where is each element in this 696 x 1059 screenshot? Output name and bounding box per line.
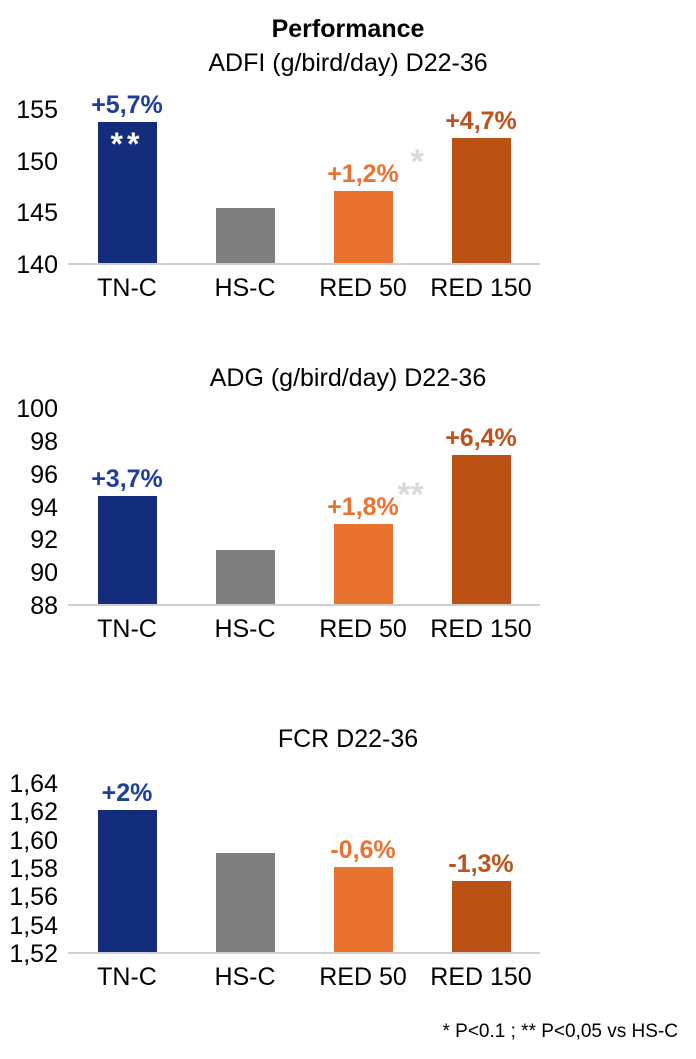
chart-title-adg: ADG (g/bird/day) D22-36 bbox=[209, 364, 487, 392]
delta-label: +4,7% bbox=[445, 106, 517, 135]
x-axis-labels: TN-C HS-C RED 50 RED 150 bbox=[68, 271, 540, 305]
x-category-label: RED 150 bbox=[430, 615, 532, 643]
y-tick-label: 1,56 bbox=[9, 883, 58, 912]
delta-label: -1,3% bbox=[448, 850, 514, 879]
y-tick-label: 145 bbox=[16, 199, 58, 228]
bar-slot bbox=[186, 549, 304, 604]
y-axis: 100 98 96 94 92 90 88 bbox=[0, 395, 68, 620]
bar-slot: +4,7% bbox=[422, 107, 540, 263]
chart-adg: ADG (g/bird/day) D22-36 100 98 96 94 92 90 88 … bbox=[0, 361, 696, 646]
bar bbox=[451, 454, 511, 604]
y-tick-label: 90 bbox=[30, 559, 58, 588]
y-tick-label: 96 bbox=[30, 460, 58, 489]
chart-title-fcr: FCR D22-36 bbox=[277, 725, 419, 753]
delta-label: +1,2% * bbox=[327, 142, 424, 188]
bar bbox=[333, 867, 393, 952]
significance-footnote: * P<0.1 ; ** P<0,05 vs HS-C bbox=[442, 1021, 678, 1042]
bar bbox=[97, 810, 157, 952]
bar-slot bbox=[186, 852, 304, 952]
chart-adfi: ADFI (g/bird/day) D22-36 155 150 145 140 +5… bbox=[0, 46, 696, 305]
y-tick-label: 155 bbox=[16, 96, 58, 124]
delta-label: +5,7% bbox=[91, 91, 163, 120]
x-category-label: HS-C bbox=[214, 615, 276, 643]
x-category-label: RED 50 bbox=[319, 274, 407, 302]
x-axis-labels: TN-C HS-C RED 50 RED 150 bbox=[68, 960, 540, 994]
bar-slot: -1,3% bbox=[422, 850, 540, 952]
chart-fcr: FCR D22-36 1,64 1,62 1,60 1,58 1,56 1,54 1,52 … bbox=[0, 722, 696, 994]
y-tick-label: 1,58 bbox=[9, 855, 58, 883]
bar-slot: +6,4% bbox=[422, 424, 540, 604]
bar bbox=[333, 523, 393, 604]
y-tick-label: 1,54 bbox=[9, 911, 58, 940]
y-tick-label: 1,62 bbox=[9, 798, 58, 827]
y-tick-label: 150 bbox=[16, 147, 58, 176]
x-category-label: HS-C bbox=[214, 274, 276, 302]
page-title: Performance bbox=[271, 15, 425, 43]
delta-label: +3,7% bbox=[91, 464, 163, 493]
bar bbox=[333, 190, 393, 263]
bar bbox=[215, 852, 275, 952]
y-tick-label: 88 bbox=[30, 592, 58, 620]
y-tick-label: 1,60 bbox=[9, 826, 58, 855]
delta-label: +1,8% ** bbox=[327, 475, 424, 521]
x-axis-labels: TN-C HS-C RED 50 RED 150 bbox=[68, 612, 540, 646]
x-category-label: TN-C bbox=[97, 615, 157, 643]
y-tick-label: 1,64 bbox=[9, 770, 58, 798]
x-category-label: RED 150 bbox=[430, 963, 532, 991]
bar bbox=[451, 137, 511, 263]
chart-body: 155 150 145 140 +5,7% ** +1,2% * +4,7% bbox=[0, 91, 696, 279]
y-axis: 155 150 145 140 bbox=[0, 96, 68, 279]
y-tick-label: 1,52 bbox=[9, 940, 58, 968]
x-category-label: TN-C bbox=[97, 963, 157, 991]
bar-slot: +2% bbox=[68, 779, 186, 952]
bar bbox=[215, 549, 275, 604]
significance-asterisk: * bbox=[410, 142, 424, 181]
y-axis: 1,64 1,62 1,60 1,58 1,56 1,54 1,52 bbox=[0, 770, 68, 968]
x-category-label: RED 50 bbox=[319, 615, 407, 643]
plot-area: +5,7% ** +1,2% * +4,7% bbox=[68, 91, 540, 265]
chart-body: 1,64 1,62 1,60 1,58 1,56 1,54 1,52 +2% -0,6% -1,… bbox=[0, 770, 696, 968]
x-category-label: TN-C bbox=[97, 274, 157, 302]
bar bbox=[451, 881, 511, 952]
plot-area: +2% -0,6% -1,3% bbox=[68, 779, 540, 954]
x-category-label: RED 50 bbox=[319, 963, 407, 991]
y-tick-label: 98 bbox=[30, 427, 58, 456]
y-tick-label: 100 bbox=[16, 395, 58, 423]
bar bbox=[215, 208, 275, 263]
bar-slot: +3,7% bbox=[68, 465, 186, 604]
delta-label: -0,6% bbox=[330, 836, 396, 864]
bar-slot: +5,7% ** bbox=[68, 91, 186, 263]
x-category-label: HS-C bbox=[214, 963, 276, 991]
x-category-label: RED 150 bbox=[430, 274, 532, 302]
plot-area: +3,7% +1,8% ** +6,4% bbox=[68, 407, 540, 606]
chart-title-adfi: ADFI (g/bird/day) D22-36 bbox=[208, 49, 488, 77]
significance-asterisk: ** bbox=[397, 475, 424, 514]
y-tick-label: 94 bbox=[30, 493, 58, 522]
y-tick-label: 92 bbox=[30, 526, 58, 555]
significance-asterisk: ** bbox=[110, 126, 144, 163]
bar-slot: +1,2% * bbox=[304, 142, 424, 263]
bar: ** bbox=[97, 122, 157, 263]
chart-body: 100 98 96 94 92 90 88 +3,7% +1,8% ** +6,4% bbox=[0, 395, 696, 620]
bar-slot: -0,6% bbox=[304, 836, 422, 952]
y-tick-label: 140 bbox=[16, 251, 58, 279]
delta-label: +6,4% bbox=[445, 423, 517, 452]
bar-slot bbox=[186, 208, 304, 263]
bar-slot: +1,8% ** bbox=[304, 475, 424, 604]
delta-label: +2% bbox=[101, 779, 153, 808]
bar bbox=[97, 495, 157, 604]
